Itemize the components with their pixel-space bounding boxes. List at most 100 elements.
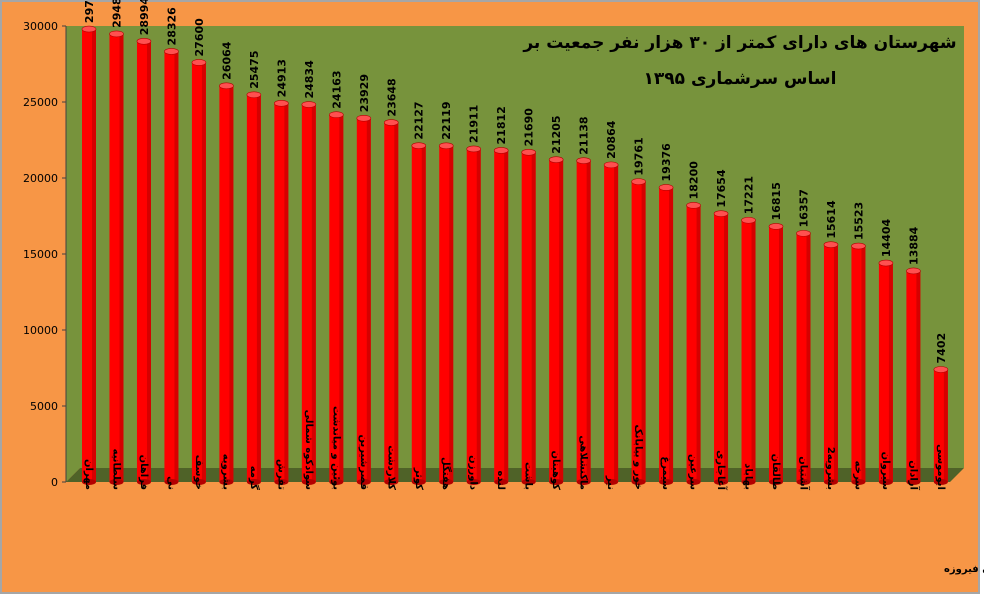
- value-label: 20864: [605, 120, 618, 159]
- value-label: 19761: [633, 137, 646, 175]
- category-label: بوئین و میاندشت: [330, 406, 341, 490]
- value-label: 29480: [110, 0, 123, 28]
- bar: [466, 145, 482, 485]
- bar: [548, 156, 564, 485]
- value-label: 21690: [523, 108, 536, 147]
- value-label: 18200: [688, 161, 701, 200]
- bar: [576, 157, 591, 485]
- value-label: 15523: [852, 202, 865, 240]
- bar: [933, 366, 949, 485]
- y-tick-label: 25000: [23, 96, 58, 109]
- category-label: آغاجاری: [715, 450, 728, 490]
- bar: [81, 25, 97, 485]
- y-tick-label: 15000: [23, 248, 58, 261]
- value-label: 13884: [907, 226, 920, 265]
- category-label: کوثر: [413, 467, 424, 490]
- category-label: نی: [165, 476, 176, 490]
- category-label: سلطانیه: [110, 449, 121, 490]
- y-tick-label: 0: [51, 476, 58, 489]
- category-label: ماکنشلاهی: [578, 435, 589, 490]
- value-label: 22119: [440, 102, 453, 140]
- bar: [219, 82, 234, 485]
- category-label: سیمرغ: [660, 456, 671, 490]
- value-label: 22127: [413, 101, 426, 139]
- bar: [713, 210, 729, 485]
- value-label: 7402: [935, 333, 948, 364]
- category-label: لنده: [495, 470, 506, 490]
- category-label: مهران: [83, 459, 94, 490]
- bar: [603, 161, 619, 485]
- bar: [136, 37, 152, 485]
- bar: [796, 230, 811, 485]
- y-tick-label: 10000: [23, 324, 58, 337]
- value-label: 23929: [358, 74, 371, 112]
- bar: [438, 142, 454, 485]
- category-label: سوادکوه شمالی: [303, 410, 314, 490]
- value-label: 21911: [468, 105, 481, 143]
- y-tick-label: 30000: [23, 20, 58, 33]
- bar: [823, 241, 839, 485]
- value-label: 24163: [330, 70, 343, 108]
- value-label: 16815: [770, 182, 783, 220]
- category-label: خوسف: [193, 455, 204, 490]
- bar: [383, 119, 399, 485]
- category-label: فراهان: [138, 455, 149, 490]
- chart-subtitle: اساس سرشماری ۱۳۹۵: [644, 69, 837, 89]
- value-label: 29797: [83, 0, 96, 23]
- bar: [246, 91, 262, 485]
- plot-back-wall: [66, 26, 964, 468]
- bar: [521, 149, 536, 485]
- category-label: آشتیان: [797, 456, 810, 490]
- bar: [878, 259, 894, 485]
- y-tick-label: 20000: [23, 172, 58, 185]
- value-label: 21138: [578, 116, 591, 154]
- bar: [109, 30, 124, 485]
- chart-title: شهرستان های دارای کمتر از ۳۰ هزار نفر جم…: [522, 33, 956, 53]
- category-label: بهاباد: [743, 463, 754, 490]
- y-tick-label: 5000: [30, 400, 58, 413]
- value-label: 24834: [303, 60, 316, 99]
- value-label: 21812: [495, 106, 508, 144]
- bar: [191, 59, 207, 485]
- value-label: 27600: [193, 18, 206, 57]
- bar: [741, 216, 756, 485]
- category-label: سرخه: [852, 461, 863, 490]
- category-label: کلاردشت: [385, 445, 396, 490]
- bar: [301, 101, 317, 485]
- category-label: آرادان: [907, 460, 920, 490]
- category-label: سرعین: [688, 454, 699, 490]
- value-label: 25475: [248, 50, 261, 88]
- value-label: 26064: [220, 41, 233, 80]
- bar: [329, 111, 344, 485]
- category-label: کوهبنان: [550, 451, 561, 491]
- value-label: 23648: [385, 78, 398, 116]
- plot-floor: [66, 468, 964, 482]
- value-label: 17221: [743, 176, 756, 214]
- value-label: 24913: [275, 59, 288, 97]
- bar: [411, 142, 427, 485]
- plot-side-wall: [66, 26, 80, 482]
- bar: [851, 242, 866, 485]
- bar: [164, 48, 179, 485]
- category-label: هفتگل: [440, 457, 453, 490]
- bar: [768, 223, 784, 485]
- category-label: بشرویه: [220, 454, 231, 490]
- bar: [493, 147, 509, 485]
- category-label: نیر: [605, 475, 616, 490]
- category-label: تفرش: [275, 459, 286, 490]
- value-label: 28326: [165, 7, 178, 46]
- category-label: طالقان: [770, 454, 781, 490]
- bar: [631, 178, 646, 485]
- category-label: داورزن: [468, 455, 479, 490]
- bar: [274, 100, 289, 485]
- source-note: استخراج از مرکز امار ایران : محمد تاجیک …: [944, 564, 984, 575]
- category-label: باشت: [523, 462, 534, 490]
- bar: [658, 184, 674, 485]
- value-label: 14404: [880, 218, 893, 257]
- value-label: 21205: [550, 115, 563, 153]
- category-label: ابوموسی: [935, 444, 946, 490]
- value-label: 19376: [660, 143, 673, 182]
- bar: [906, 267, 921, 485]
- value-label: 17654: [715, 169, 728, 208]
